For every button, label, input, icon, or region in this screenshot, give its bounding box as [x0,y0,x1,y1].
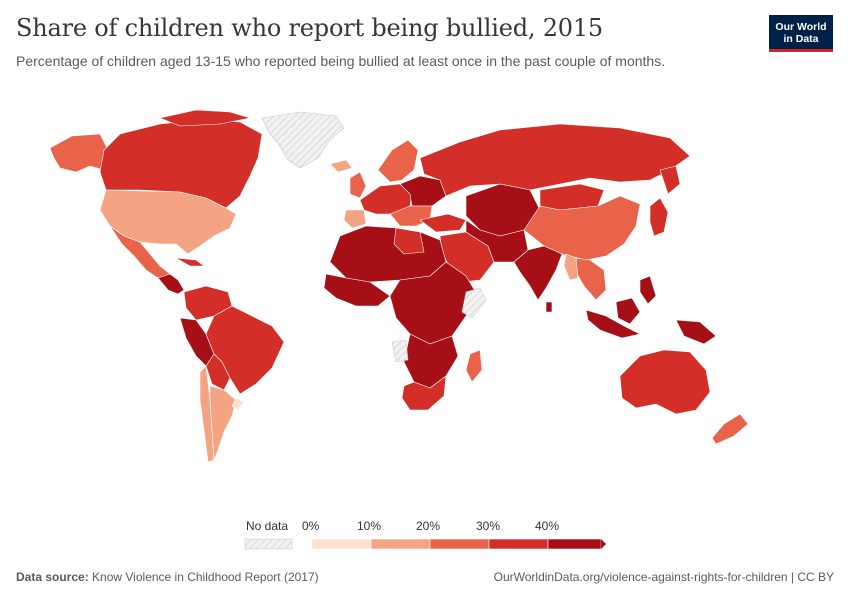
legend-bin-20-30[interactable] [429,538,490,550]
legend-bin-10-20[interactable] [370,538,431,550]
legend-no-data-swatch[interactable] [244,538,293,550]
region-uk[interactable] [349,171,367,199]
region-central-america[interactable] [157,273,185,295]
legend-swatches [244,538,606,550]
region-arctic-islands[interactable] [159,109,251,127]
region-iberia[interactable] [343,209,367,229]
region-borneo[interactable] [615,297,641,325]
region-australia[interactable] [619,349,711,415]
legend-tick-4: 40% [535,519,560,533]
data-source-label: Data source: [16,570,89,584]
logo-line-1: Our World [775,21,827,33]
region-scandinavia[interactable] [377,139,419,183]
region-uruguay[interactable] [231,397,245,411]
region-kamchatka[interactable] [659,165,681,195]
data-source: Data source: Know Violence in Childhood … [16,570,319,584]
legend-bin-30-40[interactable] [488,538,549,550]
region-madagascar[interactable] [465,349,483,383]
legend-tick-3: 30% [476,519,501,533]
region-caribbean[interactable] [175,257,205,267]
map-legend: No data 0% 10% 20% 30% 40% [240,515,620,555]
region-myanmar[interactable] [563,253,579,281]
region-north-africa[interactable] [329,225,447,283]
region-south-africa[interactable] [401,375,447,411]
owid-logo[interactable]: Our World in Data [769,15,833,52]
region-philippines[interactable] [639,275,657,305]
region-turkey[interactable] [419,213,467,233]
region-southeast-asia[interactable] [573,257,607,301]
region-bolivia[interactable] [205,353,231,391]
region-japan[interactable] [649,197,669,237]
data-source-text[interactable]: Know Violence in Childhood Report (2017) [92,570,319,584]
source-url[interactable]: OurWorldinData.org/violence-against-righ… [493,570,834,584]
region-sri-lanka[interactable] [545,301,553,313]
region-indonesia[interactable] [585,309,641,339]
region-russia[interactable] [419,123,691,197]
region-somalia[interactable] [461,287,487,319]
region-libya[interactable] [393,227,425,255]
region-new-guinea[interactable] [675,319,717,345]
legend-tick-2: 20% [416,519,441,533]
legend-bin-40-plus[interactable] [547,538,602,550]
region-angola-nodata[interactable] [391,339,409,363]
legend-tick-0: 0% [302,519,320,533]
logo-line-2: in Data [783,33,819,45]
region-alaska[interactable] [49,133,109,173]
region-eastern-europe[interactable] [399,175,447,207]
region-new-zealand[interactable] [711,413,749,445]
world-map [49,109,749,463]
legend-bin-0-10[interactable] [311,538,372,550]
region-india[interactable] [513,245,563,301]
legend-arrow [601,539,606,549]
region-greenland[interactable] [261,111,345,169]
region-west-africa[interactable] [323,273,391,307]
chart-subtitle: Percentage of children aged 13-15 who re… [16,53,666,69]
chart-title: Share of children who report being bulli… [16,14,604,42]
legend-no-data-label: No data [246,519,289,533]
legend-tick-1: 10% [357,519,382,533]
region-iceland[interactable] [329,159,353,173]
region-argentina[interactable] [209,385,237,461]
